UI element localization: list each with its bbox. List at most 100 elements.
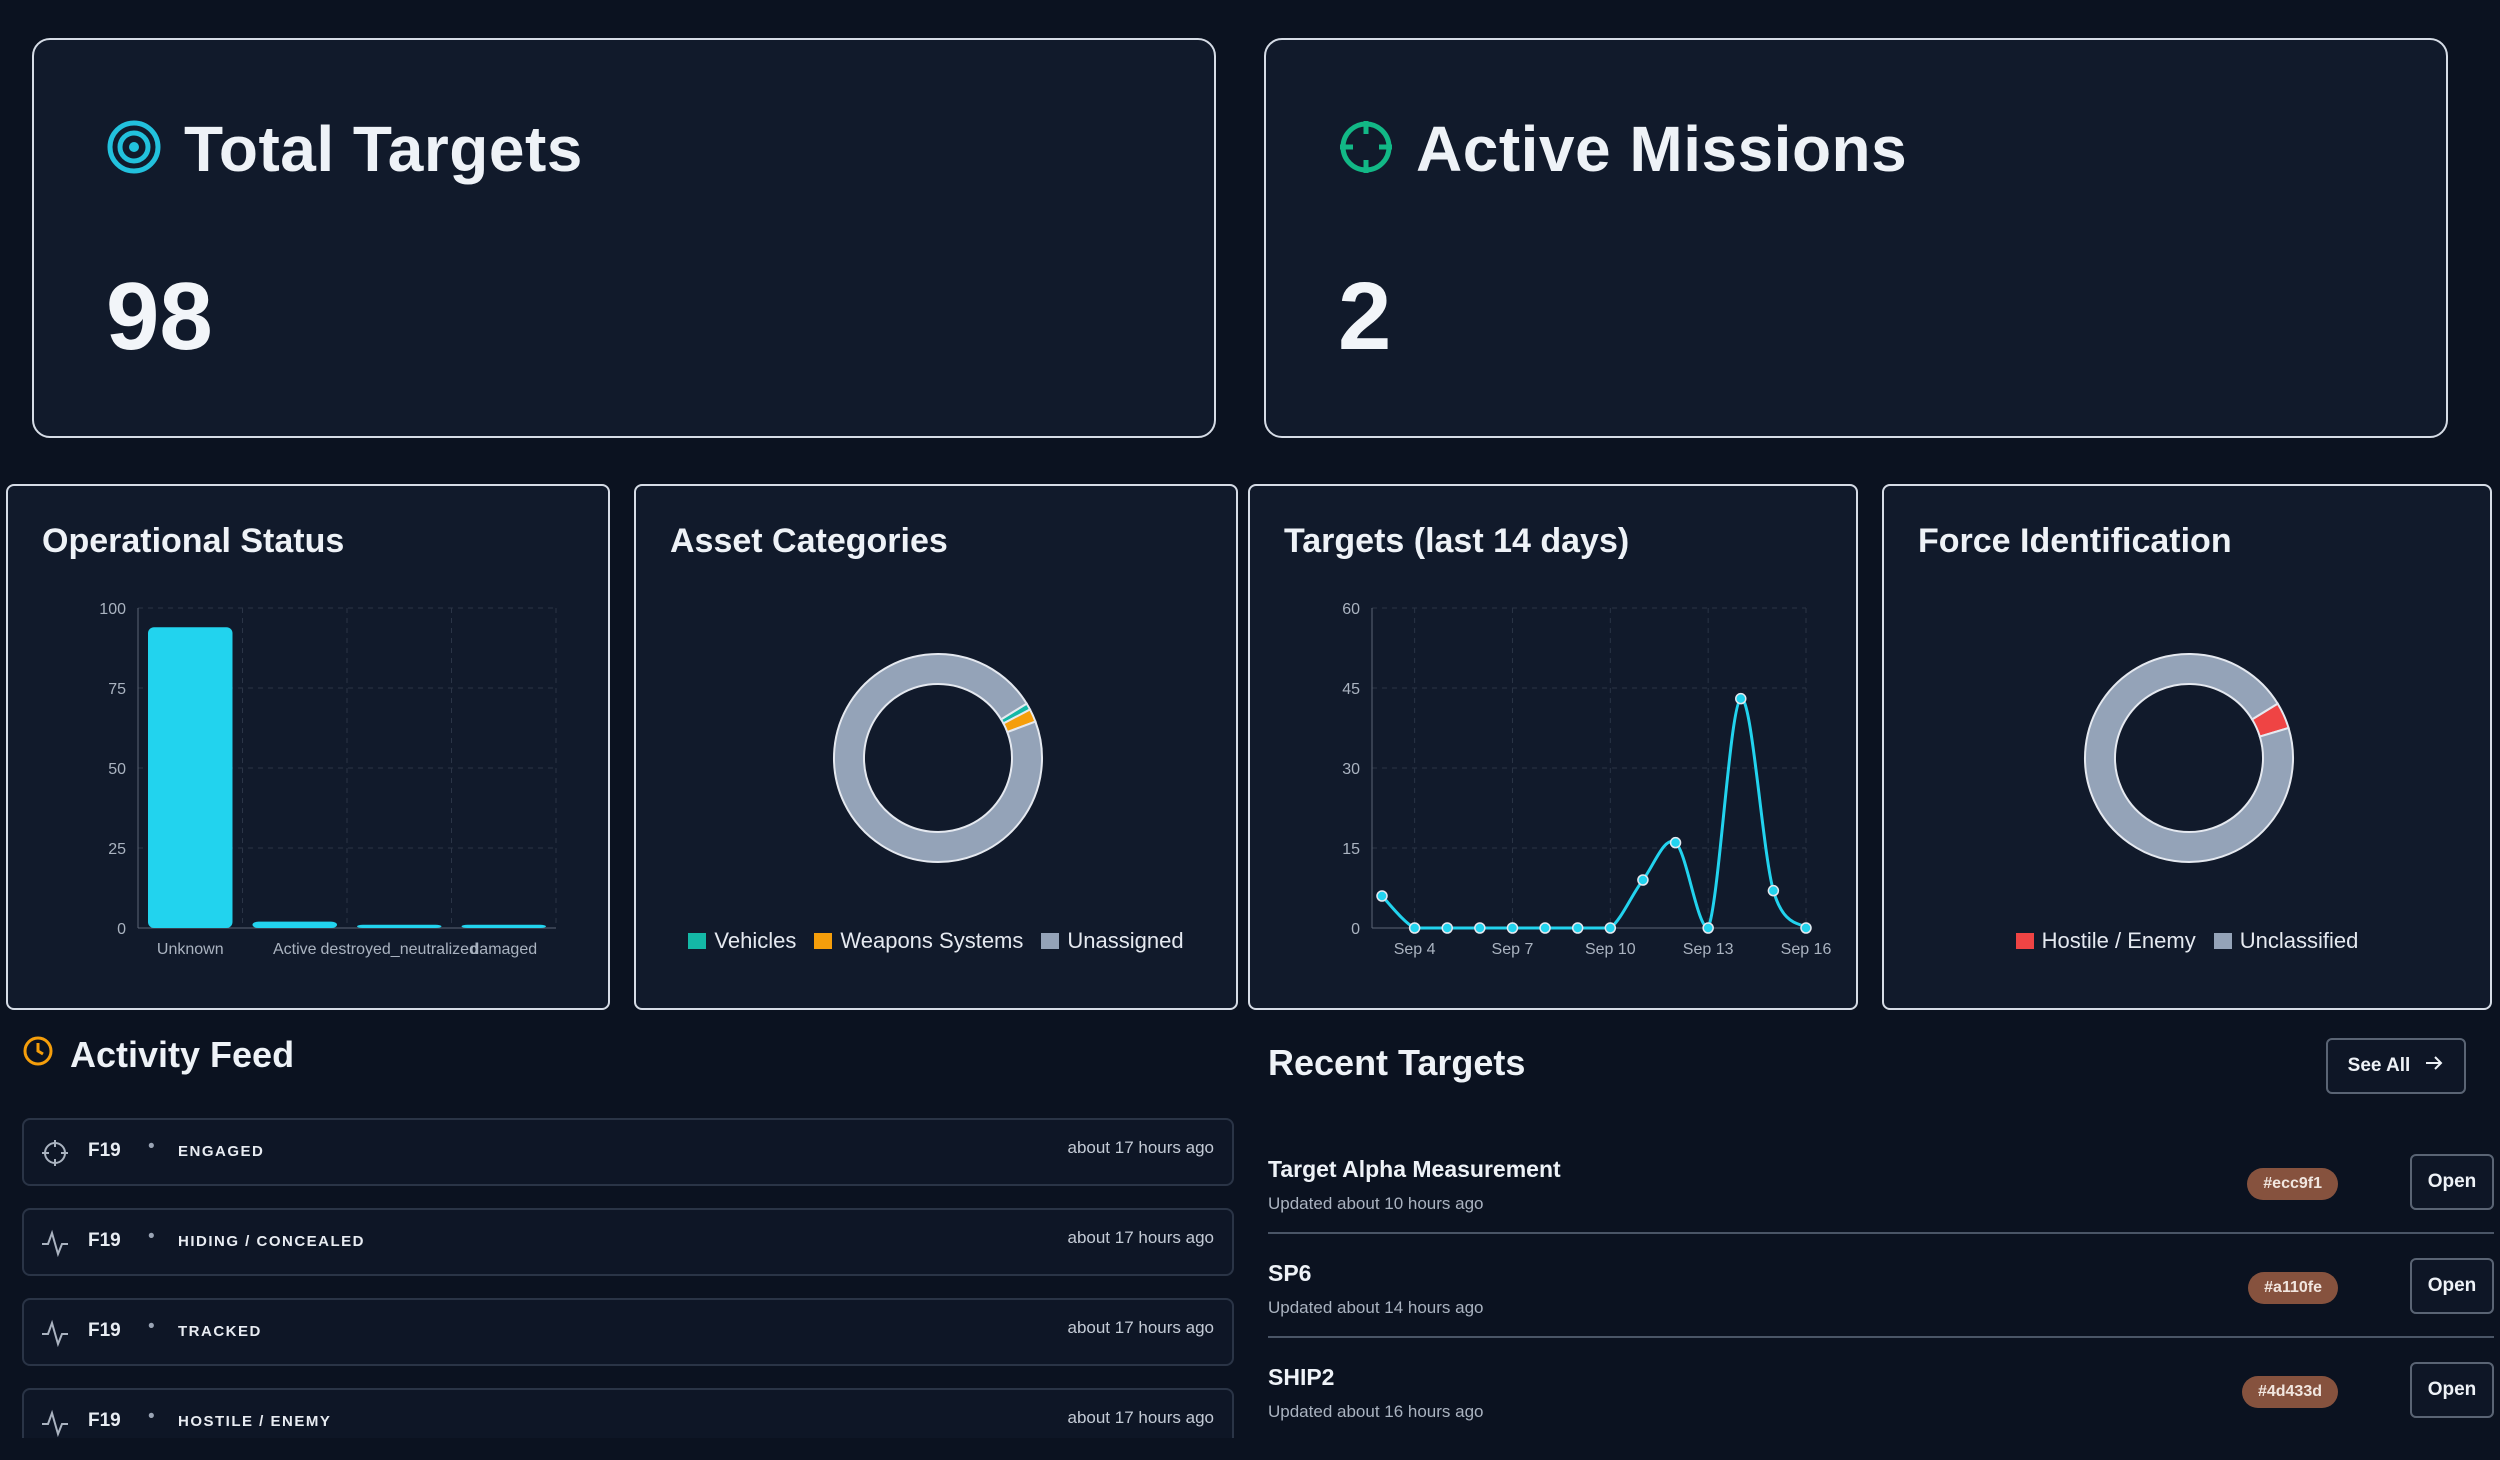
separator-dot: • — [148, 1136, 155, 1157]
y-tick-label: 45 — [1342, 681, 1360, 698]
target-name: SHIP2 — [1268, 1364, 1335, 1390]
activity-icon — [40, 1408, 70, 1438]
legend-swatch — [688, 933, 707, 949]
activity-status: ENGAGED — [178, 1143, 265, 1160]
panel-title: Force Identification — [1918, 522, 2232, 560]
targets-14-days-panel: Targets (last 14 days) 0 15 30 45 60 Sep 4 Sep… — [1248, 484, 1858, 1010]
asset-categories-chart — [833, 653, 1043, 863]
bar — [357, 924, 442, 928]
legend-swatch — [2015, 933, 2034, 949]
data-point — [1767, 884, 1780, 897]
x-tick-label: damaged — [470, 941, 537, 958]
activity-icon — [40, 1228, 70, 1258]
chart-legend: Vehicles Weapons Systems Unassigned — [636, 928, 1236, 954]
separator-dot: • — [148, 1316, 155, 1337]
activity-time: about 17 hours ago — [1067, 1138, 1214, 1157]
target-icon — [106, 119, 162, 180]
data-point — [1376, 890, 1388, 902]
y-tick-label: 30 — [1342, 761, 1360, 778]
y-tick-label: 0 — [117, 921, 126, 938]
activity-code: F19 — [88, 1410, 121, 1431]
see-all-button[interactable]: See All — [2326, 1038, 2466, 1094]
clock-icon — [22, 1034, 54, 1076]
x-tick-label: Sep 10 — [1585, 941, 1636, 958]
crosshair-icon — [40, 1138, 70, 1168]
activity-status: TRACKED — [178, 1323, 262, 1340]
legend-swatch — [1041, 933, 1060, 949]
recent-target-row[interactable]: SP6 Updated about 14 hours ago #a110fe O… — [1268, 1254, 2494, 1356]
force-identification-panel: Force Identification Hostile / Enemy Uncl… — [1882, 484, 2492, 1010]
see-all-label: See All — [2347, 1055, 2411, 1076]
open-button[interactable]: Open — [2410, 1362, 2494, 1418]
data-point — [1571, 922, 1584, 934]
activity-item[interactable]: F19 • TRACKED about 17 hours ago — [22, 1298, 1234, 1366]
stat-title: Active Missions — [1416, 113, 1908, 185]
data-point — [1474, 922, 1486, 934]
data-point — [1539, 922, 1551, 934]
x-tick-label: Active — [273, 941, 317, 958]
recent-target-row[interactable]: SHIP2 Updated about 16 hours ago #4d433d… — [1268, 1358, 2494, 1460]
divider — [1268, 1336, 2494, 1338]
recent-targets-title: Recent Targets — [1268, 1042, 1526, 1083]
divider — [1268, 1232, 2494, 1234]
data-point — [1441, 922, 1453, 934]
y-tick-label: 60 — [1342, 601, 1360, 618]
total-targets-card: Total Targets 98 — [32, 38, 1216, 438]
target-name: Target Alpha Measurement — [1268, 1156, 1561, 1182]
x-tick-label: Sep 13 — [1683, 941, 1734, 958]
x-tick-label: Sep 4 — [1394, 941, 1436, 958]
activity-status: HIDING / CONCEALED — [178, 1233, 366, 1250]
target-id-badge: #a110fe — [2248, 1272, 2338, 1304]
data-point — [1408, 922, 1421, 934]
data-point — [1637, 874, 1649, 886]
panel-title: Operational Status — [42, 522, 345, 560]
data-point — [1669, 836, 1682, 849]
legend-item[interactable]: Weapons Systems — [814, 928, 1023, 954]
y-tick-label: 100 — [99, 601, 126, 618]
data-point — [1735, 692, 1747, 705]
legend-item[interactable]: Hostile / Enemy — [2015, 928, 2196, 954]
donut-slice — [833, 653, 1043, 863]
legend-item[interactable]: Unclassified — [2213, 928, 2359, 954]
target-updated: Updated about 16 hours ago — [1268, 1402, 1484, 1421]
stat-value: 2 — [1338, 263, 1392, 370]
activity-status: HOSTILE / ENEMY — [178, 1413, 332, 1430]
open-button[interactable]: Open — [2410, 1258, 2494, 1314]
legend-label: Unassigned — [1067, 928, 1184, 953]
crosshair-icon — [1338, 119, 1394, 180]
legend-item[interactable]: Vehicles — [688, 928, 796, 954]
y-tick-label: 50 — [108, 761, 126, 778]
data-point — [1702, 922, 1714, 934]
activity-item[interactable]: F19 • HOSTILE / ENEMY about 17 hours ago — [22, 1388, 1234, 1438]
separator-dot: • — [148, 1226, 155, 1247]
active-missions-card: Active Missions 2 — [1264, 38, 2448, 438]
target-id-badge: #4d433d — [2241, 1376, 2338, 1408]
bar — [461, 924, 546, 928]
data-point — [1604, 922, 1617, 934]
chart-legend: Hostile / Enemy Unclassified — [1884, 928, 2490, 954]
legend-swatch — [2213, 933, 2232, 949]
target-updated: Updated about 14 hours ago — [1268, 1298, 1484, 1317]
legend-label: Unclassified — [2239, 928, 2359, 953]
target-name: SP6 — [1268, 1260, 1312, 1286]
legend-item[interactable]: Unassigned — [1041, 928, 1184, 954]
activity-code: F19 — [88, 1140, 121, 1161]
legend-label: Vehicles — [714, 928, 797, 953]
activity-item[interactable]: F19 • ENGAGED about 17 hours ago — [22, 1118, 1234, 1186]
activity-time: about 17 hours ago — [1067, 1408, 1214, 1427]
panel-title: Targets (last 14 days) — [1284, 522, 1630, 560]
operational-status-chart: 0 25 50 75 100 Unknown Active destroyed_neutral… — [99, 601, 557, 958]
activity-feed-label: Activity Feed — [70, 1034, 295, 1075]
data-point — [1506, 922, 1519, 934]
x-tick-label: destroyed_neutralized — [321, 941, 478, 958]
open-button[interactable]: Open — [2410, 1154, 2494, 1210]
legend-swatch — [814, 933, 833, 949]
activity-item[interactable]: F19 • HIDING / CONCEALED about 17 hours … — [22, 1208, 1234, 1276]
recent-target-row[interactable]: Target Alpha Measurement Updated about 1… — [1268, 1150, 2494, 1252]
y-tick-label: 25 — [108, 841, 126, 858]
stat-value: 98 — [106, 263, 213, 370]
activity-time: about 17 hours ago — [1067, 1318, 1214, 1337]
targets-14-days-chart: 0 15 30 45 60 Sep 4 Sep 7 Sep 10 Sep 13 Sep 16 — [1342, 601, 1831, 958]
operational-status-panel: Operational Status 0 25 50 75 100 Unknown Acti… — [6, 484, 610, 1010]
activity-icon — [40, 1318, 70, 1348]
